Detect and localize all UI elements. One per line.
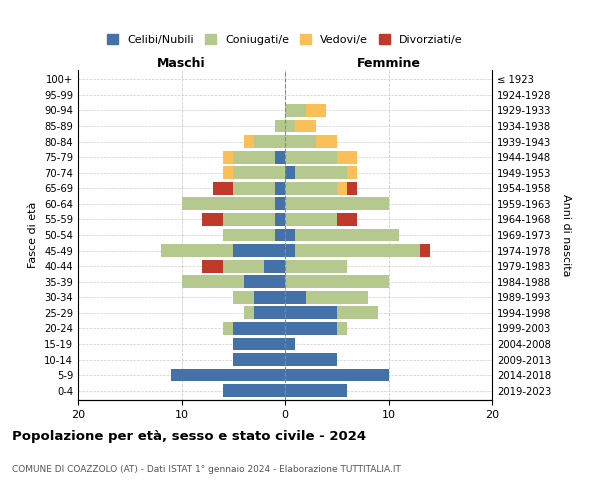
Bar <box>244 135 254 148</box>
Bar <box>223 166 233 179</box>
Bar <box>285 306 337 319</box>
Text: Femmine: Femmine <box>356 57 421 70</box>
Bar <box>285 384 347 397</box>
Bar <box>285 353 337 366</box>
Bar <box>275 182 285 194</box>
Bar <box>223 151 233 164</box>
Bar <box>233 322 285 335</box>
Bar <box>233 182 275 194</box>
Bar <box>233 244 285 257</box>
Bar <box>182 276 244 288</box>
Bar <box>202 260 223 272</box>
Bar <box>306 291 368 304</box>
Bar <box>347 182 358 194</box>
Bar <box>233 166 285 179</box>
Bar <box>316 135 337 148</box>
Bar <box>171 368 285 382</box>
Bar <box>285 244 295 257</box>
Bar <box>233 291 254 304</box>
Bar <box>295 244 419 257</box>
Text: COMUNE DI COAZZOLO (AT) - Dati ISTAT 1° gennaio 2024 - Elaborazione TUTTITALIA.I: COMUNE DI COAZZOLO (AT) - Dati ISTAT 1° … <box>12 465 401 474</box>
Bar <box>233 353 285 366</box>
Bar <box>285 104 306 117</box>
Bar <box>182 198 275 210</box>
Bar <box>285 322 337 335</box>
Bar <box>285 260 347 272</box>
Bar <box>223 260 265 272</box>
Bar <box>275 151 285 164</box>
Bar <box>306 104 326 117</box>
Bar <box>233 151 275 164</box>
Bar <box>285 135 316 148</box>
Bar <box>285 368 389 382</box>
Bar <box>295 228 399 241</box>
Bar <box>285 276 389 288</box>
Bar <box>212 182 233 194</box>
Bar <box>244 306 254 319</box>
Bar <box>223 213 275 226</box>
Bar <box>161 244 233 257</box>
Bar <box>285 166 295 179</box>
Bar <box>223 228 275 241</box>
Bar <box>275 228 285 241</box>
Text: Maschi: Maschi <box>157 57 206 70</box>
Bar <box>275 198 285 210</box>
Y-axis label: Fasce di età: Fasce di età <box>28 202 38 268</box>
Text: Popolazione per età, sesso e stato civile - 2024: Popolazione per età, sesso e stato civil… <box>12 430 366 443</box>
Bar <box>285 228 295 241</box>
Bar <box>285 151 337 164</box>
Bar <box>254 306 285 319</box>
Legend: Celibi/Nubili, Coniugati/e, Vedovi/e, Divorziati/e: Celibi/Nubili, Coniugati/e, Vedovi/e, Di… <box>103 30 467 49</box>
Bar <box>347 166 358 179</box>
Bar <box>254 135 285 148</box>
Y-axis label: Anni di nascita: Anni di nascita <box>561 194 571 276</box>
Bar <box>254 291 285 304</box>
Bar <box>285 291 306 304</box>
Bar <box>419 244 430 257</box>
Bar <box>233 338 285 350</box>
Bar <box>337 213 358 226</box>
Bar <box>285 338 295 350</box>
Bar <box>285 213 337 226</box>
Bar <box>275 120 285 132</box>
Bar <box>337 182 347 194</box>
Bar <box>223 322 233 335</box>
Bar <box>295 166 347 179</box>
Bar <box>285 198 389 210</box>
Bar <box>295 120 316 132</box>
Bar <box>337 151 358 164</box>
Bar <box>223 384 285 397</box>
Bar <box>337 322 347 335</box>
Bar <box>285 120 295 132</box>
Bar <box>244 276 285 288</box>
Bar <box>265 260 285 272</box>
Bar <box>337 306 378 319</box>
Bar <box>275 213 285 226</box>
Bar <box>202 213 223 226</box>
Bar <box>285 182 337 194</box>
